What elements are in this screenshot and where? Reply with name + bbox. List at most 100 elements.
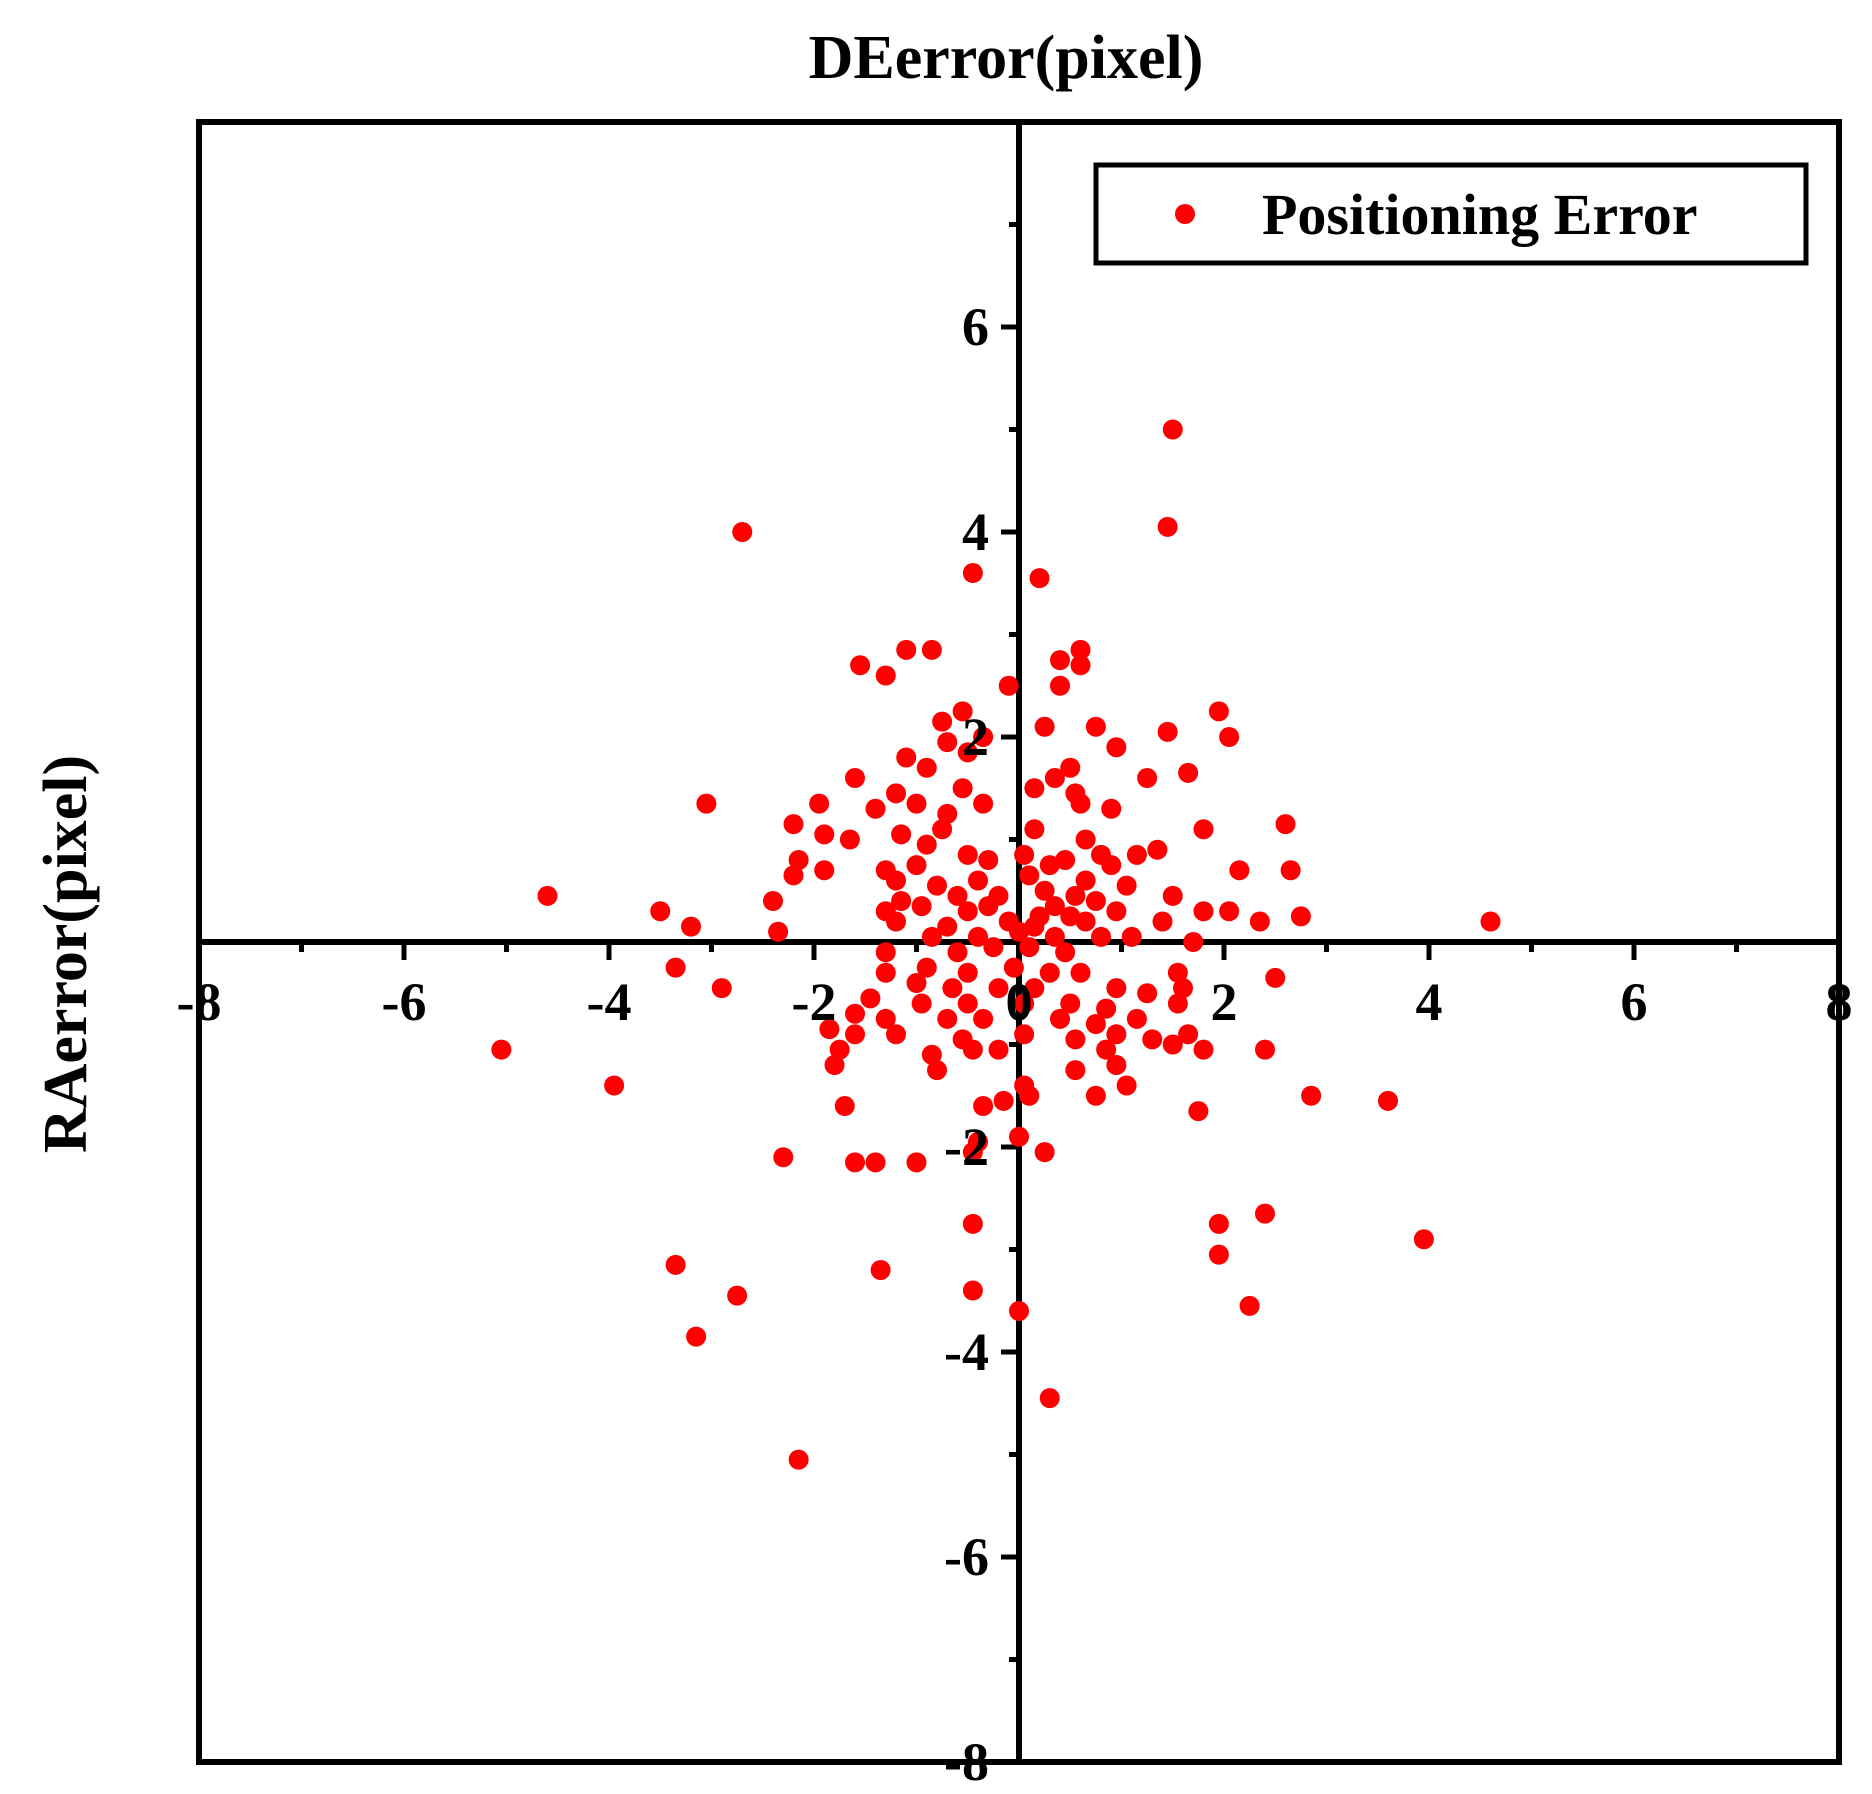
data-point [1034,1142,1055,1163]
data-point [886,911,906,932]
data-point [1101,798,1122,819]
data-point [1208,1244,1229,1265]
data-point [1070,793,1091,814]
data-point [1055,850,1076,870]
data-point [1121,926,1142,947]
x-tick-label: -8 [177,972,222,1032]
data-point [998,675,1019,696]
data-point [962,1213,983,1234]
data-point [686,1326,707,1347]
data-point [1044,896,1065,917]
data-point [962,1142,983,1163]
data-point [1178,762,1199,783]
data-point [1193,819,1214,840]
data-point [1019,1085,1040,1106]
data-point [1162,885,1183,906]
data-point [727,1285,748,1306]
data-point [1070,639,1091,660]
data-point [973,1096,994,1116]
data-point [1075,829,1096,850]
data-point [968,926,988,947]
data-point [1167,993,1188,1014]
data-point [1413,1229,1434,1250]
data-point [537,885,558,906]
data-point [886,870,906,891]
data-point [1024,978,1045,999]
data-point [1034,716,1055,737]
data-point [711,978,732,999]
data-point [1065,1060,1086,1081]
data-point [937,916,958,937]
data-points [491,419,1501,1470]
data-point [1044,768,1065,788]
data-point [1157,721,1178,742]
data-point [732,522,753,542]
data-point [1147,839,1168,860]
y-tick-label: 6 [962,297,989,357]
data-point [1029,568,1050,589]
data-point [773,1147,794,1168]
data-point [916,757,937,778]
y-tick-label: 4 [962,502,989,562]
data-point [1183,932,1204,952]
data-point [845,1152,865,1173]
data-point [978,850,999,870]
data-point [845,768,865,788]
data-point [1024,819,1045,840]
data-point [1050,650,1070,671]
data-point [839,829,860,850]
data-point [1255,1203,1275,1224]
data-point [962,1280,983,1301]
data-point [875,665,896,686]
data-point [988,978,1009,999]
data-point [829,1039,850,1060]
data-point [911,993,932,1014]
data-point [824,1055,845,1075]
data-point [886,1024,906,1045]
data-point [1378,1090,1398,1111]
data-point [896,639,917,660]
data-point [865,798,886,819]
data-point [768,921,789,942]
data-point [1050,675,1070,696]
data-point [1116,1075,1137,1096]
data-point [1239,1295,1260,1316]
x-tick-label: 4 [1416,972,1443,1032]
data-point [927,875,947,896]
data-point [1280,860,1301,881]
data-point [896,747,917,768]
data-point [1137,983,1158,1004]
data-point [1106,978,1127,999]
data-point [875,962,896,983]
data-point [1050,1008,1070,1029]
data-point [604,1075,625,1096]
data-point [957,742,978,763]
y-tick-label: -8 [944,1732,989,1792]
data-point [952,778,973,799]
x-tick-label: -6 [382,972,427,1032]
data-point [1290,906,1311,927]
data-point [809,793,830,814]
data-point [763,891,783,911]
data-point [932,711,953,732]
data-point [650,901,671,922]
x-tick-label: 8 [1826,972,1853,1032]
data-point [1014,993,1035,1014]
data-point [973,1008,994,1029]
data-point [1009,1126,1029,1147]
chart-title: DEerror(pixel) [809,24,1204,92]
data-point [916,834,937,855]
data-point [927,1060,947,1081]
data-point [906,1152,927,1173]
data-point [937,732,958,753]
data-point [1039,1388,1060,1409]
data-point [1208,1213,1229,1234]
data-point [968,870,988,891]
data-point [906,855,927,876]
data-point [845,1024,865,1045]
data-point [1085,1014,1106,1034]
data-point [911,896,932,917]
data-point [1014,1024,1035,1045]
data-point [886,783,906,804]
